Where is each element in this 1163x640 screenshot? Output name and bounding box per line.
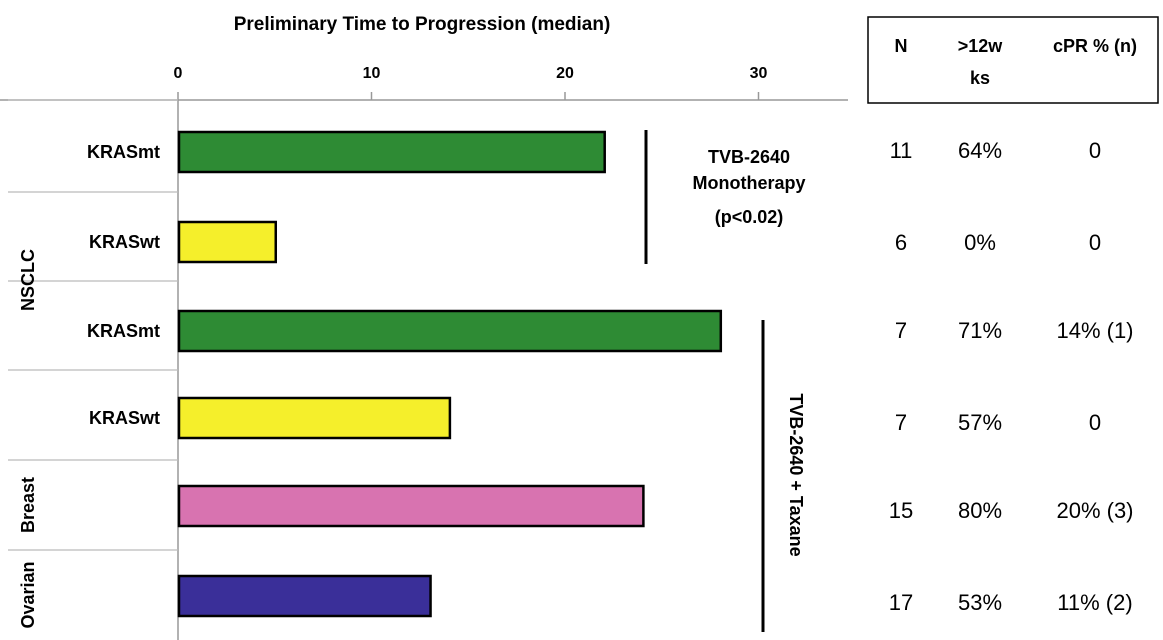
table-cell: 80% <box>958 498 1002 523</box>
table-cell: 15 <box>889 498 913 523</box>
table-cell: 20% (3) <box>1056 498 1133 523</box>
group-label-nsclc: NSCLC <box>18 249 38 311</box>
chart-title: Preliminary Time to Progression (median) <box>234 14 611 35</box>
table-cell: 7 <box>895 318 907 343</box>
bars <box>177 130 723 618</box>
category-label: KRASmt <box>87 321 160 341</box>
x-tick-label: 10 <box>363 65 381 82</box>
monotherapy-line3: (p<0.02) <box>715 207 784 227</box>
table-cell: 57% <box>958 410 1002 435</box>
bar <box>177 130 606 174</box>
table-cell: 0 <box>1089 410 1101 435</box>
table-cell: 11 <box>890 138 913 163</box>
x-tick-label: 20 <box>556 65 574 82</box>
group-label-breast: Breast <box>18 477 38 533</box>
bar <box>177 574 432 618</box>
table-cell: 17 <box>889 590 913 615</box>
bar <box>177 309 723 353</box>
monotherapy-line2: Monotherapy <box>692 173 805 193</box>
table-header-n: N <box>895 36 908 56</box>
table-cell: 6 <box>895 230 907 255</box>
table-cell: 71% <box>958 318 1002 343</box>
combo-label: TVB-2640 + Taxane <box>786 393 806 556</box>
table-cell: 14% (1) <box>1056 318 1133 343</box>
table-cell: 0 <box>1089 230 1101 255</box>
table-header-12wks-line1: >12w <box>958 36 1004 56</box>
table-cell: 0 <box>1089 138 1101 163</box>
table-cell: 64% <box>958 138 1002 163</box>
x-tick-label: 0 <box>174 65 183 82</box>
x-tick-labels: 0 10 20 30 <box>174 65 768 100</box>
table-header-12wks-line2: ks <box>970 68 990 88</box>
table-cell: 7 <box>895 410 907 435</box>
monotherapy-line1: TVB-2640 <box>708 147 790 167</box>
table-header-box <box>867 16 1159 104</box>
table-cell: 11% (2) <box>1057 590 1132 615</box>
row-separators <box>8 99 178 551</box>
table-cell: 0% <box>964 230 996 255</box>
category-label: KRASwt <box>89 232 160 252</box>
bar <box>177 220 277 264</box>
table-rows: 11 64% 0 6 0% 0 7 71% 14% (1) 7 57% 0 15 80% 20% (3) 17… <box>889 138 1134 615</box>
group-label-ovarian: Ovarian <box>18 561 38 628</box>
category-labels: KRASmt KRASwt KRASmt KRASwt <box>87 142 160 428</box>
x-tick-label: 30 <box>750 65 768 82</box>
category-label: KRASmt <box>87 142 160 162</box>
bar <box>177 484 645 528</box>
table-cell: 53% <box>958 590 1002 615</box>
table-header-cpr: cPR % (n) <box>1053 36 1137 56</box>
bar <box>177 396 452 440</box>
category-label: KRASwt <box>89 408 160 428</box>
